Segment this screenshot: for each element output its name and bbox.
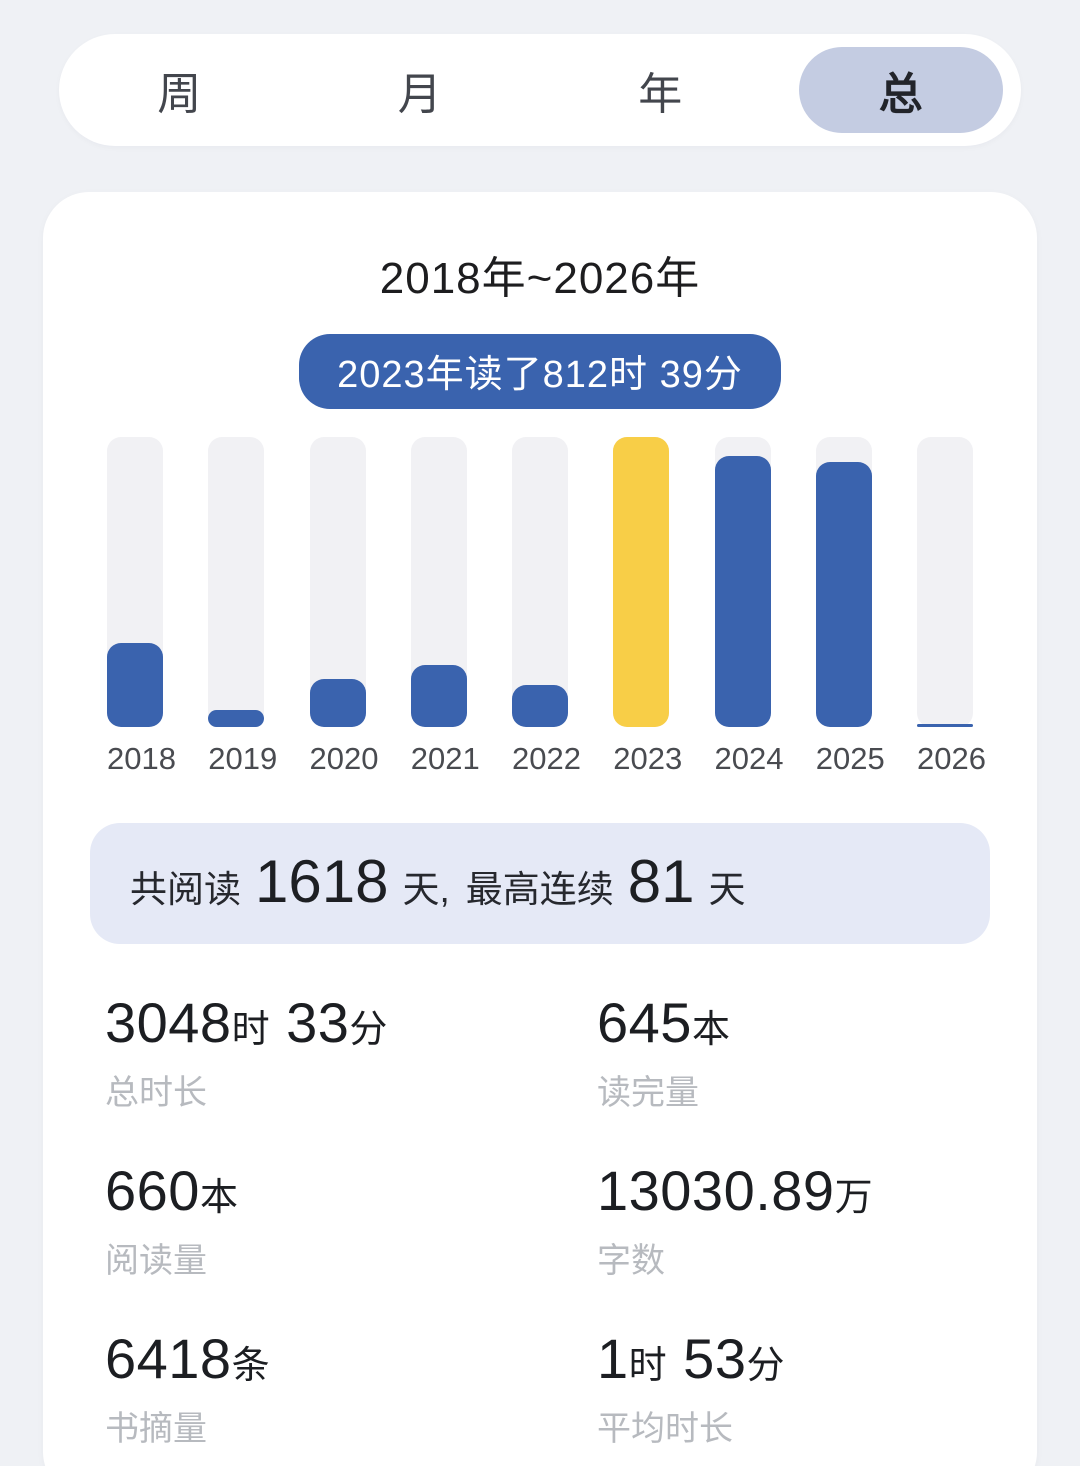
bar-track [410, 437, 467, 727]
yearly-bar-chart: 2018 2019 2020 2021 2022 2023 2024 2025 [107, 437, 986, 777]
stat-value: 3048时 33分 [105, 991, 388, 1054]
tab-month[interactable]: 月 [300, 34, 541, 146]
stat-label: 书摘量 [105, 1410, 207, 1448]
tab-year[interactable]: 年 [540, 34, 781, 146]
year-label: 2023 [613, 741, 683, 776]
year-label: 2025 [815, 741, 885, 776]
bar-2025[interactable]: 2025 [815, 437, 885, 777]
bar-fill [815, 461, 872, 727]
bar-fill-highlight [613, 437, 670, 727]
bar-track [208, 437, 265, 727]
stat-total-duration: 3048时 33分 总时长 [105, 990, 597, 1114]
bar-2020[interactable]: 2020 [309, 437, 379, 777]
chart-title: 2018年~2026年 [379, 254, 701, 303]
bar-fill [917, 724, 973, 727]
tab-total[interactable]: 总 [781, 34, 1022, 146]
period-tab-bar: 周 月 年 总 [59, 34, 1021, 146]
bar-track [309, 437, 366, 727]
year-label: 2026 [917, 741, 986, 776]
stat-value: 645本 [597, 991, 731, 1054]
year-label: 2021 [410, 741, 480, 776]
summary-text: 最高连续 [465, 869, 614, 910]
stat-label: 总时长 [105, 1074, 207, 1112]
bar-2019[interactable]: 2019 [208, 437, 278, 777]
bar-fill [512, 684, 568, 727]
year-label: 2020 [309, 741, 379, 776]
stat-notes-count: 6418条 书摘量 [105, 1326, 597, 1450]
tab-week[interactable]: 周 [59, 34, 300, 146]
bar-2021[interactable]: 2021 [410, 437, 480, 777]
summary-text: 天 [708, 869, 746, 910]
stat-label: 读完量 [597, 1074, 699, 1112]
stat-word-count: 13030.89万 字数 [597, 1158, 1037, 1282]
bar-2022[interactable]: 2022 [512, 437, 581, 777]
bar-track [512, 437, 568, 727]
bar-2018[interactable]: 2018 [107, 437, 176, 777]
stat-books-read: 660本 阅读量 [105, 1158, 597, 1282]
total-days-value: 1618 [255, 848, 389, 915]
bar-2023-highlighted[interactable]: 2023 [613, 437, 683, 777]
stat-label: 平均时长 [597, 1410, 733, 1448]
bar-2024[interactable]: 2024 [714, 437, 784, 777]
bar-track [917, 437, 973, 727]
stat-value: 6418条 [105, 1327, 271, 1390]
bar-fill [309, 679, 366, 727]
stats-grid: 3048时 33分 总时长 645本 读完量 660本 阅读量 13030.89万… [105, 990, 1037, 1450]
stat-books-finished: 645本 读完量 [597, 990, 1037, 1114]
reading-days-summary: 共阅读 1618 天, 最高连续 81 天 [90, 823, 990, 944]
year-label: 2024 [714, 741, 784, 776]
selected-year-badge: 2023年读了812时 39分 [299, 334, 781, 409]
stat-avg-duration: 1时 53分 平均时长 [597, 1326, 1037, 1450]
summary-text: 天, [402, 869, 450, 910]
bar-track [107, 437, 163, 727]
max-streak-value: 81 [627, 848, 695, 915]
year-label: 2022 [512, 741, 581, 776]
bar-track [815, 437, 872, 727]
stat-label: 阅读量 [105, 1242, 207, 1280]
tab-year-label: 年 [638, 70, 683, 119]
bar-fill [208, 709, 265, 727]
stat-label: 字数 [597, 1242, 665, 1280]
bar-track [613, 437, 670, 727]
tab-total-label: 总 [798, 47, 1003, 133]
stat-value: 1时 53分 [597, 1327, 785, 1390]
tab-week-label: 周 [157, 70, 202, 119]
bar-fill [714, 455, 771, 727]
year-label: 2019 [208, 741, 278, 776]
summary-text: 共阅读 [130, 869, 241, 910]
bar-fill [107, 642, 163, 727]
bar-track [714, 437, 771, 727]
tab-month-label: 月 [397, 70, 442, 119]
reading-stats-card: 2018年~2026年 2023年读了812时 39分 2018 2019 20… [43, 192, 1037, 1466]
year-label: 2018 [107, 741, 176, 776]
bar-fill [410, 664, 467, 727]
stat-value: 13030.89万 [597, 1159, 874, 1222]
stat-value: 660本 [105, 1159, 239, 1222]
bar-2026[interactable]: 2026 [917, 437, 986, 777]
